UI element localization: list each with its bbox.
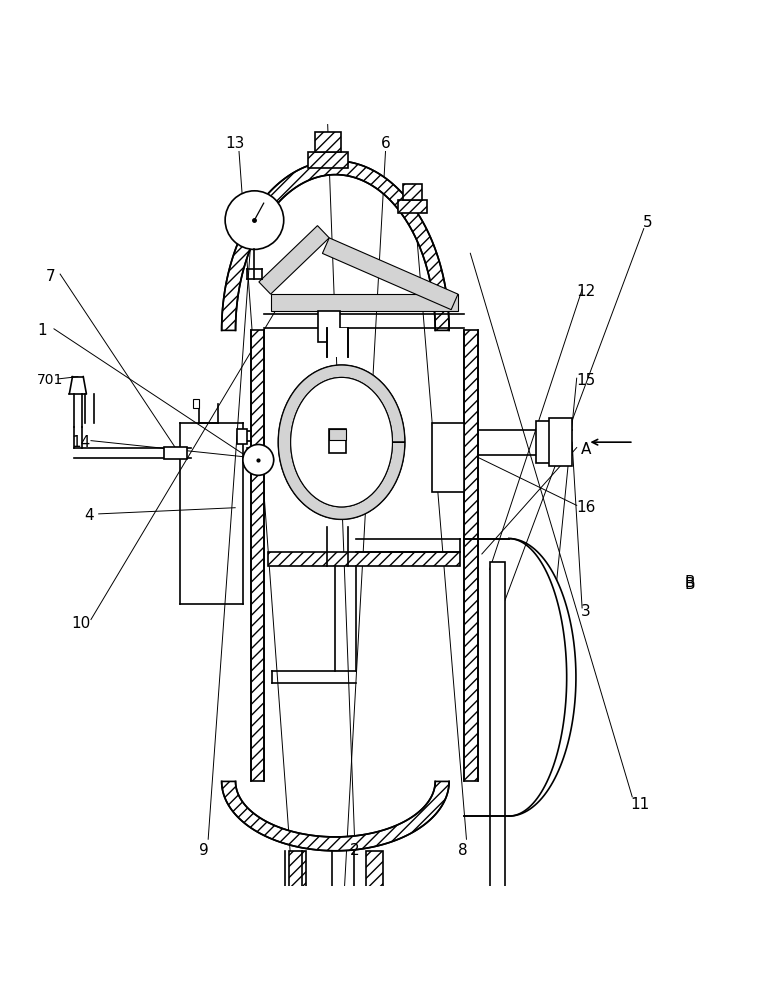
Circle shape	[243, 444, 274, 475]
Circle shape	[225, 191, 284, 249]
Text: 701: 701	[37, 373, 63, 387]
Ellipse shape	[278, 365, 405, 519]
Bar	[549, 418, 572, 466]
Bar	[251, 330, 264, 781]
Ellipse shape	[291, 377, 392, 507]
Polygon shape	[222, 781, 449, 851]
Bar	[403, 184, 423, 200]
Bar	[289, 851, 306, 903]
Bar	[276, 893, 311, 905]
Bar	[398, 200, 427, 213]
Bar	[536, 421, 550, 463]
Bar	[329, 429, 346, 453]
Bar	[464, 330, 478, 781]
Text: 11: 11	[631, 797, 649, 812]
Text: 1: 1	[38, 323, 47, 338]
Bar	[366, 851, 383, 903]
Bar	[237, 429, 247, 444]
Bar	[264, 175, 464, 837]
Bar	[355, 902, 394, 912]
Bar	[329, 429, 346, 440]
Bar	[490, 562, 505, 924]
Text: B: B	[685, 577, 695, 592]
Bar	[327, 328, 348, 357]
Text: 9: 9	[200, 843, 209, 858]
Bar	[278, 902, 317, 912]
Bar	[325, 912, 362, 922]
Text: 6: 6	[381, 136, 390, 151]
Bar	[266, 307, 463, 311]
Bar	[268, 552, 460, 566]
Bar	[432, 423, 464, 492]
Text: B: B	[685, 575, 695, 590]
Text: 2: 2	[350, 843, 359, 858]
Polygon shape	[278, 365, 405, 519]
Bar	[271, 294, 458, 311]
Text: 4: 4	[84, 508, 93, 523]
Bar	[308, 152, 348, 168]
Text: 8: 8	[458, 843, 467, 858]
Text: 5: 5	[643, 215, 652, 230]
Polygon shape	[322, 238, 458, 310]
Text: 15: 15	[577, 373, 595, 388]
Bar	[164, 447, 187, 459]
Text: 16: 16	[576, 500, 596, 515]
Text: 3: 3	[581, 604, 591, 619]
Text: 12: 12	[577, 284, 595, 299]
Text: 10: 10	[72, 616, 90, 631]
Polygon shape	[222, 161, 449, 330]
Bar	[318, 311, 340, 342]
Text: A: A	[581, 442, 591, 457]
Text: 13: 13	[225, 136, 245, 151]
Polygon shape	[259, 226, 329, 294]
Bar	[193, 399, 199, 408]
Text: 7: 7	[45, 269, 55, 284]
Bar	[315, 132, 341, 152]
Text: 14: 14	[72, 435, 90, 450]
Bar	[478, 924, 517, 936]
Bar	[321, 897, 365, 912]
